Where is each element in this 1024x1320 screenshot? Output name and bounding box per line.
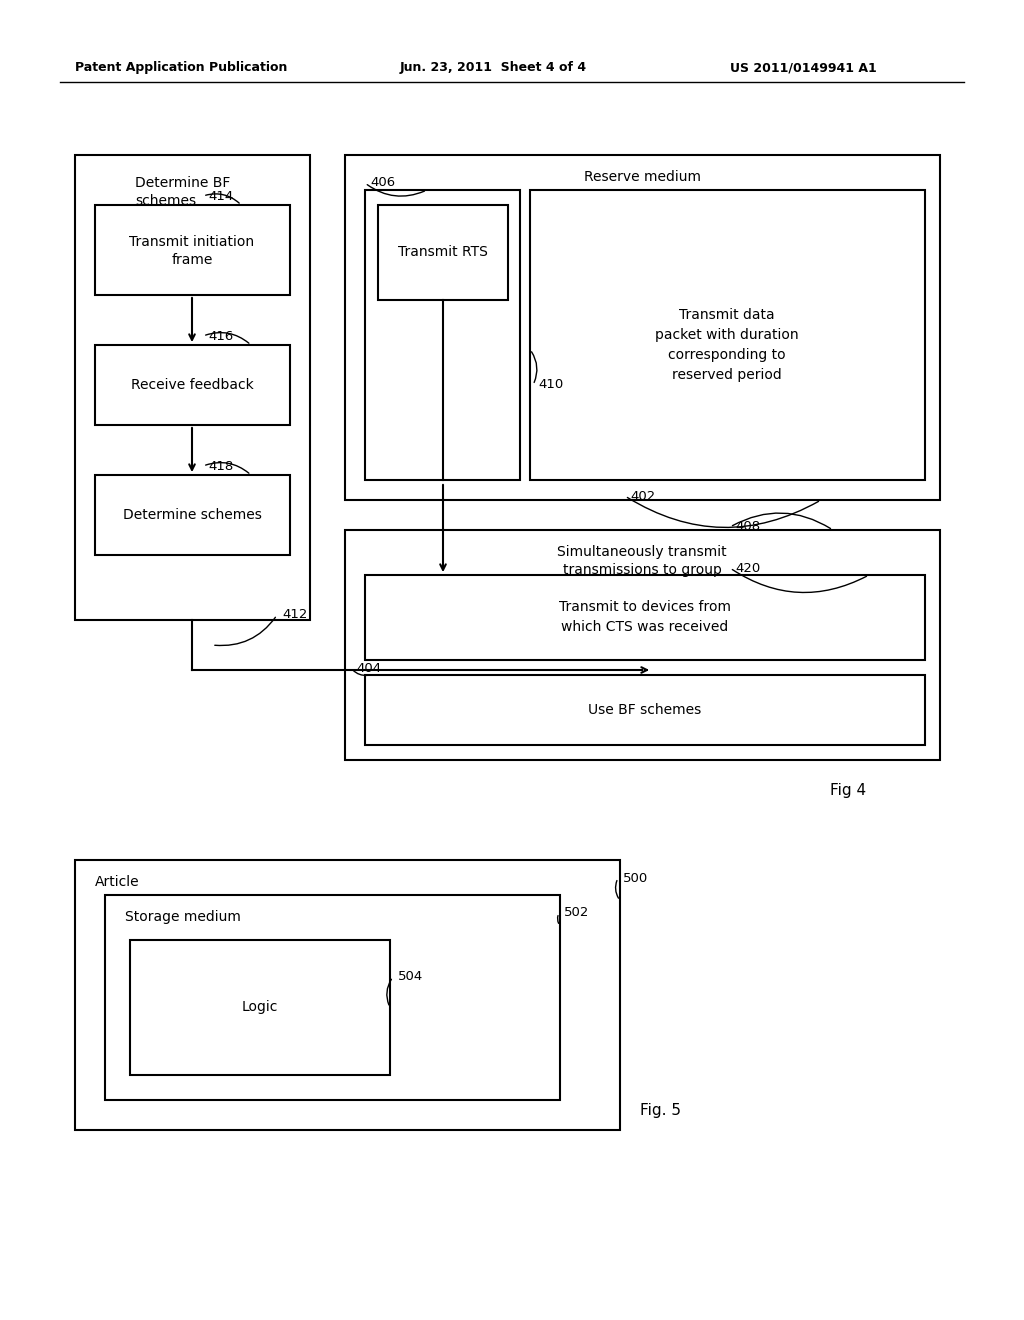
Text: Determine schemes: Determine schemes xyxy=(123,508,261,521)
Text: 410: 410 xyxy=(538,379,563,392)
Text: frame: frame xyxy=(171,253,213,267)
Text: Patent Application Publication: Patent Application Publication xyxy=(75,62,288,74)
Bar xyxy=(378,205,508,300)
Text: 408: 408 xyxy=(735,520,760,533)
Text: 404: 404 xyxy=(356,661,381,675)
Text: packet with duration: packet with duration xyxy=(655,327,799,342)
Bar xyxy=(365,576,925,660)
Text: Article: Article xyxy=(95,875,139,888)
Text: Logic: Logic xyxy=(242,1001,279,1014)
Text: 500: 500 xyxy=(623,871,648,884)
Bar xyxy=(130,940,390,1074)
Text: Simultaneously transmit: Simultaneously transmit xyxy=(557,545,727,558)
Text: Transmit initiation: Transmit initiation xyxy=(129,235,255,249)
Text: corresponding to: corresponding to xyxy=(669,348,785,362)
Text: which CTS was received: which CTS was received xyxy=(561,620,729,634)
Text: 406: 406 xyxy=(370,177,395,190)
Text: Fig 4: Fig 4 xyxy=(830,783,866,797)
Bar xyxy=(365,190,520,480)
Text: Reserve medium: Reserve medium xyxy=(584,170,700,183)
Bar xyxy=(365,675,925,744)
Text: transmissions to group: transmissions to group xyxy=(562,564,722,577)
Text: 412: 412 xyxy=(282,609,307,622)
Text: 418: 418 xyxy=(208,459,233,473)
Text: reserved period: reserved period xyxy=(672,368,782,381)
Text: Jun. 23, 2011  Sheet 4 of 4: Jun. 23, 2011 Sheet 4 of 4 xyxy=(400,62,587,74)
Text: 402: 402 xyxy=(630,490,655,503)
Bar xyxy=(75,861,620,1130)
Text: Transmit to devices from: Transmit to devices from xyxy=(559,601,731,614)
Text: US 2011/0149941 A1: US 2011/0149941 A1 xyxy=(730,62,877,74)
Text: Receive feedback: Receive feedback xyxy=(131,378,253,392)
Bar xyxy=(95,345,290,425)
Bar xyxy=(95,205,290,294)
Bar xyxy=(105,895,560,1100)
Text: schemes: schemes xyxy=(135,194,197,209)
Text: 502: 502 xyxy=(564,907,590,920)
Text: 416: 416 xyxy=(208,330,233,342)
Text: Transmit RTS: Transmit RTS xyxy=(398,246,488,259)
Text: Use BF schemes: Use BF schemes xyxy=(589,704,701,717)
Bar xyxy=(345,531,940,760)
Text: Transmit data: Transmit data xyxy=(679,308,775,322)
Text: 414: 414 xyxy=(208,190,233,202)
Text: Storage medium: Storage medium xyxy=(125,909,241,924)
Bar xyxy=(95,475,290,554)
Text: 420: 420 xyxy=(735,561,760,574)
Text: Fig. 5: Fig. 5 xyxy=(640,1102,681,1118)
Bar xyxy=(345,154,940,500)
Text: Determine BF: Determine BF xyxy=(135,176,230,190)
Bar xyxy=(75,154,310,620)
Text: 504: 504 xyxy=(398,970,423,983)
Bar xyxy=(530,190,925,480)
